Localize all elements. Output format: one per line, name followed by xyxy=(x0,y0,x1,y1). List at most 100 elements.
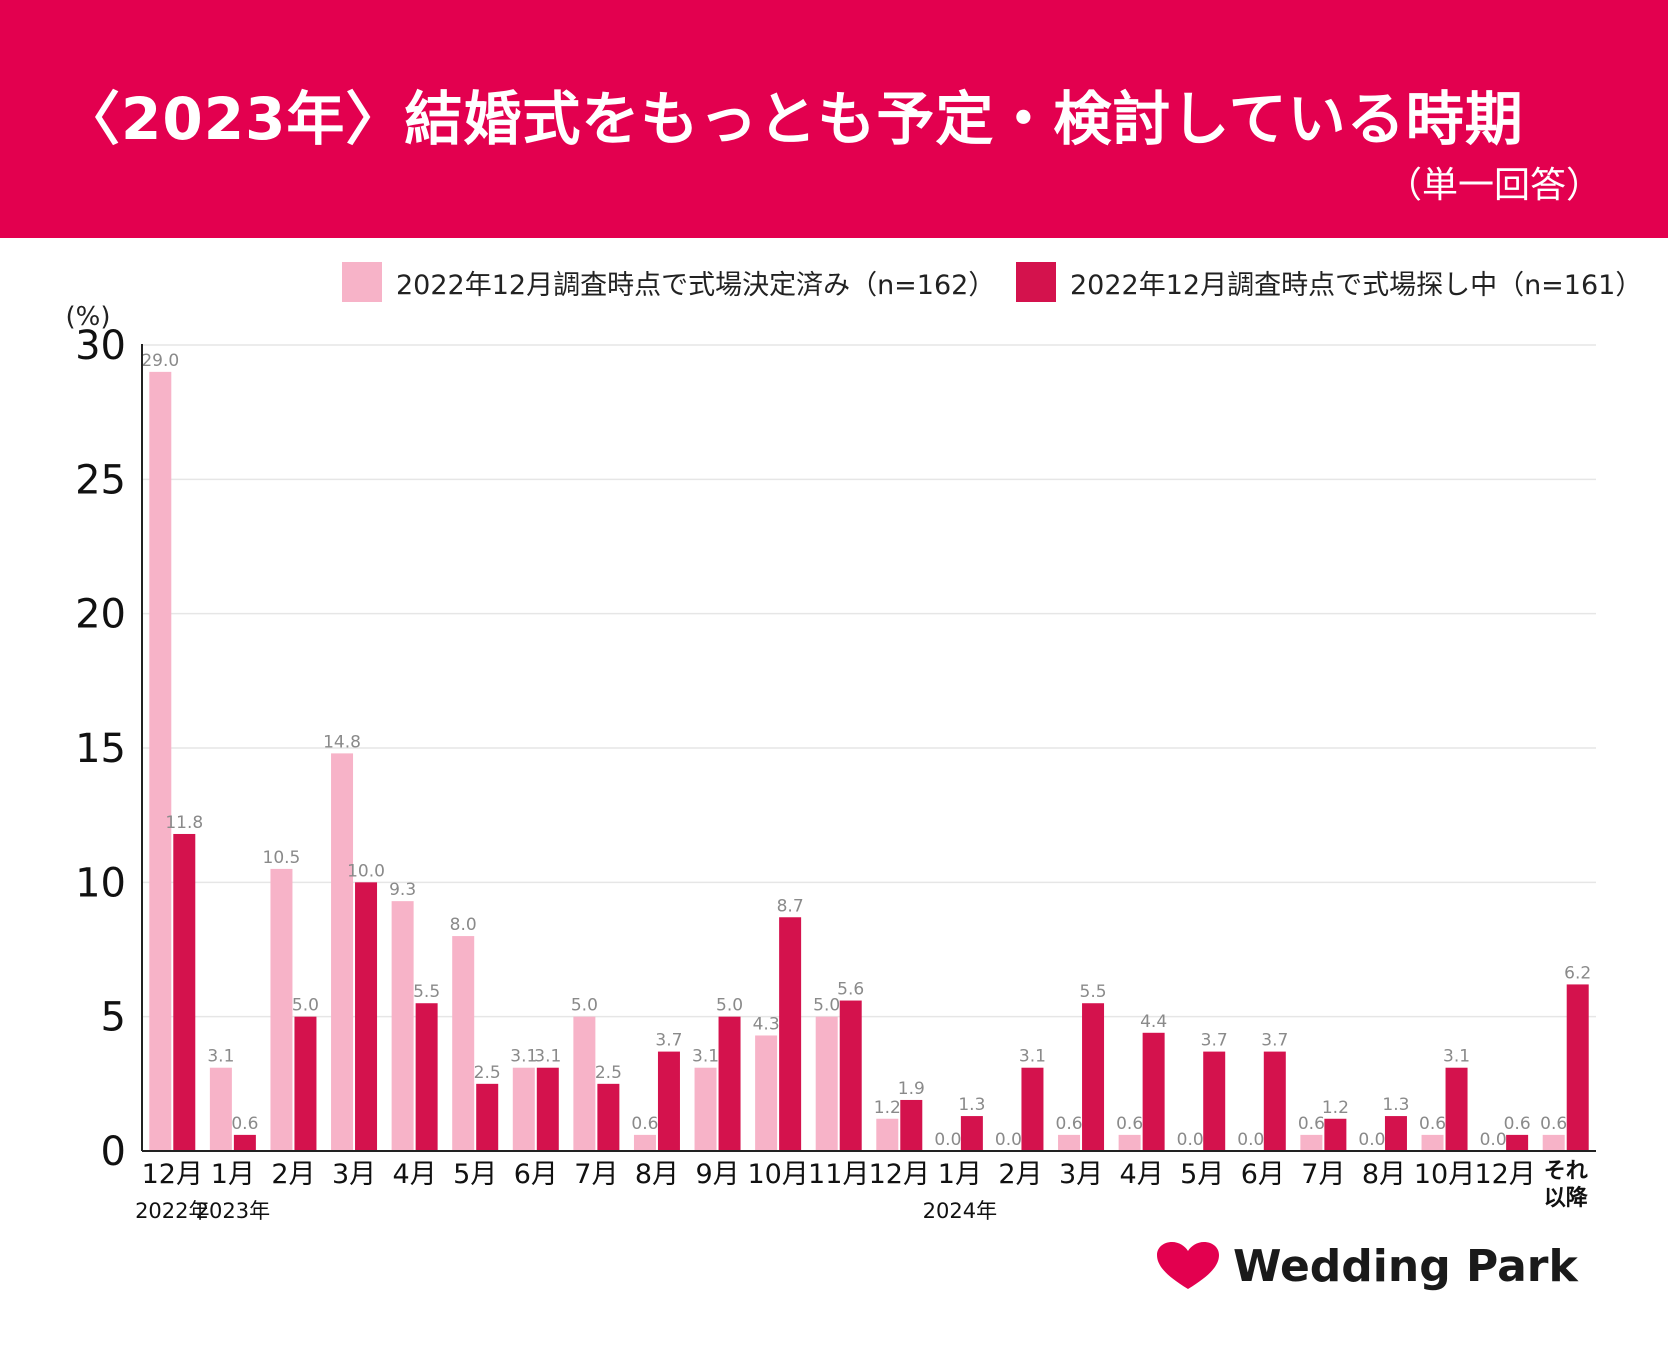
y-tick-label: 0 xyxy=(101,1129,126,1175)
bar-searching xyxy=(476,1083,499,1151)
legend-item-decided: 2022年12月調査時点で式場決定済み（n=162） xyxy=(342,262,995,302)
data-label: 2.5 xyxy=(595,1063,622,1083)
legend-item-searching: 2022年12月調査時点で式場探し中（n=161） xyxy=(1016,262,1642,302)
bar-decided xyxy=(876,1118,899,1151)
legend-label-searching: 2022年12月調査時点で式場探し中（n=161） xyxy=(1070,269,1643,301)
x-tick-label: 11月 xyxy=(808,1159,869,1190)
x-tick-label: 8月 xyxy=(1362,1159,1406,1190)
data-label: 14.8 xyxy=(323,732,361,752)
data-label: 5.0 xyxy=(716,996,743,1016)
data-label: 0.0 xyxy=(1358,1130,1385,1150)
bar-decided xyxy=(694,1067,717,1151)
data-label: 3.1 xyxy=(510,1047,537,1067)
x-tick-label: 7月 xyxy=(574,1159,618,1190)
data-label: 5.5 xyxy=(413,982,440,1002)
data-label: 8.7 xyxy=(777,896,804,916)
y-tick-label: 5 xyxy=(101,995,126,1041)
bar-searching xyxy=(960,1116,983,1151)
bar-decided xyxy=(815,1016,838,1151)
bar-searching xyxy=(1324,1118,1347,1151)
x-tick-label: 4月 xyxy=(393,1159,437,1190)
x-tick-label: 10月 xyxy=(1414,1159,1475,1190)
bar-decided xyxy=(209,1067,232,1151)
data-label: 9.3 xyxy=(389,880,416,900)
bar-searching xyxy=(900,1099,923,1151)
x-tick-label: 6月 xyxy=(1241,1159,1285,1190)
y-tick-label: 20 xyxy=(75,592,126,638)
legend-label-decided: 2022年12月調査時点で式場決定済み（n=162） xyxy=(396,269,996,301)
y-axis-unit-label: (%) xyxy=(66,302,111,332)
bar-searching xyxy=(779,917,802,1151)
bar-searching xyxy=(1445,1067,1468,1151)
x-tick-label: 12月 xyxy=(142,1159,203,1190)
year-label: 2024年 xyxy=(923,1199,997,1223)
bar-decided xyxy=(1118,1134,1141,1151)
data-label: 0.6 xyxy=(631,1114,658,1134)
data-label: 0.6 xyxy=(1298,1114,1325,1134)
x-tick-label: 5月 xyxy=(453,1159,497,1190)
logo-text: Wedding Park xyxy=(1233,1240,1578,1292)
data-label: 3.1 xyxy=(207,1047,234,1067)
data-label: 0.6 xyxy=(1116,1114,1143,1134)
data-label: 29.0 xyxy=(141,351,179,371)
bar-searching xyxy=(1384,1116,1407,1151)
data-label: 0.0 xyxy=(1480,1130,1507,1150)
data-label: 0.6 xyxy=(1504,1114,1531,1134)
legend-swatch-searching xyxy=(1016,262,1056,302)
heart-icon xyxy=(1157,1242,1219,1289)
x-tick-label: 3月 xyxy=(1059,1159,1103,1190)
data-label: 0.0 xyxy=(995,1130,1022,1150)
data-label: 4.4 xyxy=(1140,1012,1167,1032)
x-tick-label: 6月 xyxy=(514,1159,558,1190)
bar-searching xyxy=(536,1067,559,1151)
year-label: 2023年 xyxy=(196,1199,270,1223)
bar-decided xyxy=(573,1016,596,1151)
chart-title: 〈2023年〉結婚式をもっとも予定・検討している時期 xyxy=(62,85,1524,153)
x-tick-label: 2月 xyxy=(998,1159,1042,1190)
x-tick-label: 以降 xyxy=(1544,1186,1589,1211)
bar-searching xyxy=(1142,1032,1165,1151)
x-tick-label: 9月 xyxy=(695,1159,739,1190)
data-label: 1.2 xyxy=(1322,1098,1349,1118)
x-tick-label: 8月 xyxy=(635,1159,679,1190)
bar-decided xyxy=(1421,1134,1444,1151)
data-label: 1.3 xyxy=(958,1095,985,1115)
bar-decided xyxy=(149,371,172,1151)
bar-searching xyxy=(1566,984,1589,1151)
legend-swatch-decided xyxy=(342,262,382,302)
bar-decided xyxy=(512,1067,535,1151)
bar-searching xyxy=(1203,1051,1226,1151)
bar-searching xyxy=(839,1000,862,1151)
data-label: 3.1 xyxy=(534,1047,561,1067)
data-label: 0.0 xyxy=(1237,1130,1264,1150)
wedding-park-logo: Wedding Park xyxy=(1155,1236,1578,1296)
bar-decided xyxy=(1300,1134,1323,1151)
bar-searching xyxy=(597,1083,620,1151)
data-label: 0.6 xyxy=(1419,1114,1446,1134)
y-tick-label: 15 xyxy=(75,726,126,772)
bar-searching xyxy=(1021,1067,1044,1151)
bar-decided xyxy=(452,936,475,1151)
bar-decided xyxy=(331,753,354,1151)
bar-decided xyxy=(1058,1134,1081,1151)
data-label: 0.6 xyxy=(231,1114,258,1134)
bar-searching xyxy=(294,1016,317,1151)
bar-decided xyxy=(633,1134,656,1151)
year-label: 2022年 xyxy=(135,1199,209,1223)
data-label: 0.0 xyxy=(934,1130,961,1150)
data-label: 3.1 xyxy=(692,1047,719,1067)
x-tick-label: 4月 xyxy=(1120,1159,1164,1190)
x-tick-label: それ xyxy=(1544,1159,1588,1184)
bar-searching xyxy=(1082,1003,1105,1151)
data-label: 1.9 xyxy=(898,1079,925,1099)
x-tick-label: 3月 xyxy=(332,1159,376,1190)
bar-decided xyxy=(391,901,414,1151)
data-label: 0.0 xyxy=(1177,1130,1204,1150)
y-tick-label: 10 xyxy=(75,860,126,906)
data-label: 3.1 xyxy=(1443,1047,1470,1067)
data-label: 10.5 xyxy=(263,848,301,868)
bar-searching xyxy=(1263,1051,1286,1151)
bar-decided xyxy=(270,868,293,1151)
bar-searching xyxy=(657,1051,680,1151)
x-tick-label: 12月 xyxy=(869,1159,930,1190)
